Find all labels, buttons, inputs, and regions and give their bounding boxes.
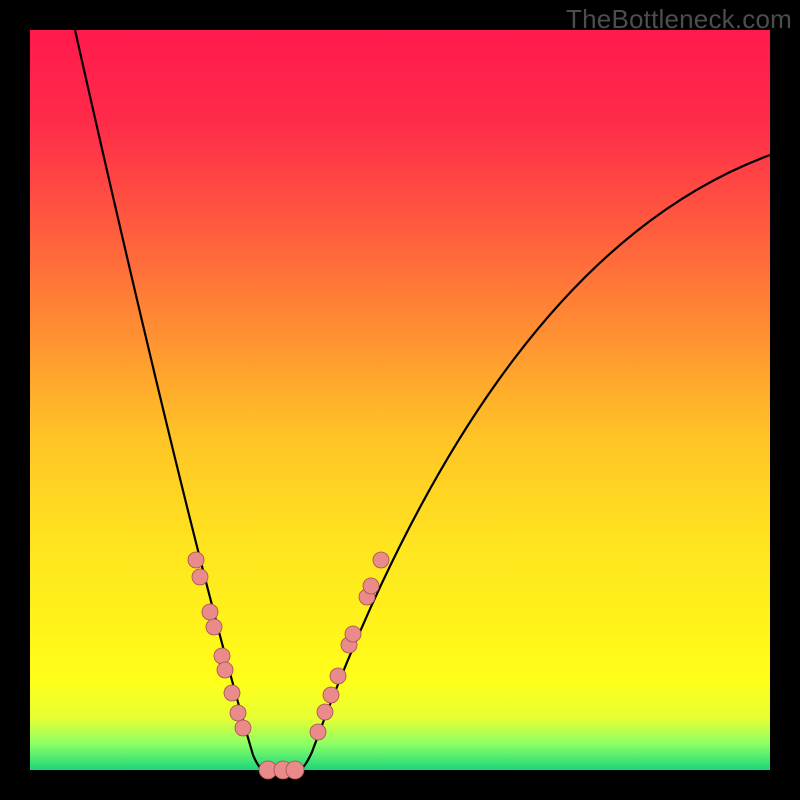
curve-marker [310,724,326,740]
chart-canvas: TheBottleneck.com [0,0,800,800]
curve-marker [363,578,379,594]
curve-marker [202,604,218,620]
curve-marker [235,720,251,736]
curve-marker [330,668,346,684]
curve-marker [317,704,333,720]
curve-marker [345,626,361,642]
curve-marker [192,569,208,585]
curve-marker [224,685,240,701]
curve-marker [286,761,304,779]
curve-marker [323,687,339,703]
plot-background [30,30,770,770]
curve-marker [230,705,246,721]
watermark-text: TheBottleneck.com [566,4,792,35]
curve-marker [214,648,230,664]
curve-marker [206,619,222,635]
chart-svg [0,0,800,800]
curve-marker [217,662,233,678]
curve-marker [188,552,204,568]
curve-marker [373,552,389,568]
